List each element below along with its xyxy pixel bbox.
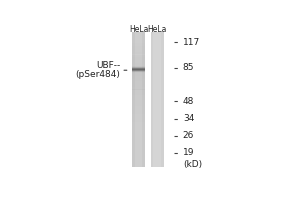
Bar [132, 76, 145, 79]
Text: 85: 85 [183, 63, 194, 72]
Bar [132, 116, 145, 119]
Bar [132, 73, 145, 76]
Bar [151, 32, 164, 167]
Bar [132, 114, 145, 116]
Bar [132, 81, 145, 84]
Bar [132, 124, 145, 127]
Text: 34: 34 [183, 114, 194, 123]
Text: UBF--: UBF-- [96, 61, 120, 70]
Text: 19: 19 [183, 148, 194, 157]
Bar [132, 63, 145, 66]
Bar [132, 111, 145, 114]
Bar [132, 32, 145, 167]
Bar [132, 52, 145, 54]
Text: HeLa: HeLa [129, 25, 148, 34]
Bar [132, 79, 145, 81]
Bar [132, 84, 145, 87]
Bar [132, 55, 145, 57]
Text: HeLa: HeLa [148, 25, 167, 34]
Bar [132, 122, 145, 125]
Bar [132, 43, 145, 46]
Text: (pSer484): (pSer484) [75, 70, 120, 79]
Text: 26: 26 [183, 131, 194, 140]
Bar [132, 103, 145, 106]
Bar [135, 32, 142, 167]
Bar [132, 49, 145, 52]
Text: 117: 117 [183, 38, 200, 47]
Bar [132, 98, 145, 100]
Text: 48: 48 [183, 97, 194, 106]
Bar [132, 108, 145, 111]
Text: (kD): (kD) [183, 160, 202, 169]
Bar [132, 57, 145, 60]
Bar [153, 32, 161, 167]
Bar [132, 87, 145, 90]
Bar [132, 60, 145, 63]
Bar [132, 95, 145, 98]
Bar [132, 100, 145, 103]
Bar [132, 106, 145, 108]
Bar [132, 46, 145, 49]
Bar [132, 92, 145, 95]
Bar [132, 119, 145, 122]
Bar [132, 89, 145, 92]
